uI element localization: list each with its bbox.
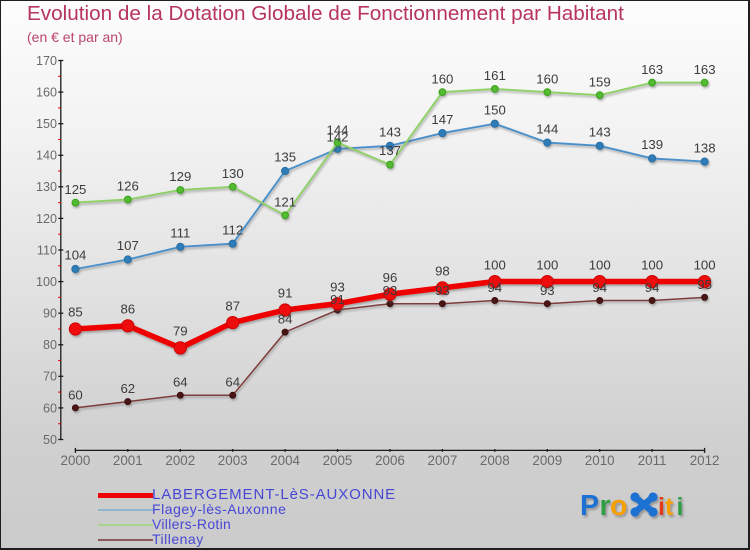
svg-text:139: 139 [641, 137, 663, 152]
svg-text:93: 93 [435, 283, 450, 298]
svg-text:85: 85 [68, 305, 83, 320]
svg-text:160: 160 [431, 71, 453, 86]
svg-text:2007: 2007 [428, 453, 458, 468]
svg-text:110: 110 [37, 243, 57, 257]
svg-text:137: 137 [379, 143, 401, 158]
svg-text:163: 163 [641, 62, 663, 77]
svg-text:100: 100 [36, 275, 57, 289]
svg-text:94: 94 [592, 280, 607, 295]
svg-text:2010: 2010 [585, 453, 615, 468]
svg-text:100: 100 [694, 257, 716, 272]
svg-text:96: 96 [383, 270, 398, 285]
svg-text:2004: 2004 [270, 453, 300, 468]
svg-text:80: 80 [43, 338, 57, 352]
svg-text:143: 143 [589, 125, 611, 140]
svg-text:t: t [665, 493, 674, 521]
svg-text:120: 120 [36, 212, 57, 226]
svg-text:79: 79 [173, 324, 188, 339]
svg-text:98: 98 [435, 264, 450, 279]
svg-text:161: 161 [484, 68, 506, 83]
svg-text:2001: 2001 [113, 453, 143, 468]
svg-text:135: 135 [274, 150, 296, 165]
svg-text:144: 144 [326, 122, 348, 137]
svg-text:163: 163 [694, 62, 716, 77]
svg-text:70: 70 [43, 370, 57, 384]
svg-text:140: 140 [36, 149, 57, 163]
svg-text:2000: 2000 [61, 453, 91, 468]
svg-text:147: 147 [431, 112, 453, 127]
svg-text:o: o [610, 490, 627, 522]
svg-text:104: 104 [64, 248, 86, 263]
svg-text:r: r [600, 490, 611, 522]
svg-text:i: i [658, 493, 665, 521]
svg-text:93: 93 [330, 279, 345, 294]
svg-text:86: 86 [120, 302, 135, 317]
svg-text:144: 144 [536, 121, 558, 136]
svg-text:60: 60 [68, 387, 83, 402]
svg-text:130: 130 [36, 180, 57, 194]
svg-text:125: 125 [64, 182, 86, 197]
svg-text:100: 100 [641, 257, 663, 272]
svg-text:160: 160 [536, 71, 558, 86]
svg-text:100: 100 [536, 257, 558, 272]
svg-text:2003: 2003 [218, 453, 248, 468]
svg-text:160: 160 [36, 86, 57, 100]
svg-text:93: 93 [383, 283, 398, 298]
svg-text:2011: 2011 [638, 453, 667, 468]
svg-text:121: 121 [274, 195, 296, 210]
svg-text:142: 142 [326, 130, 348, 145]
svg-text:143: 143 [379, 125, 401, 140]
svg-text:P: P [580, 490, 599, 522]
svg-text:111: 111 [170, 226, 190, 241]
svg-text:64: 64 [225, 375, 240, 390]
svg-text:129: 129 [169, 169, 191, 184]
svg-text:50: 50 [43, 433, 57, 447]
svg-text:107: 107 [117, 238, 139, 253]
svg-text:2008: 2008 [480, 453, 510, 468]
svg-text:95: 95 [697, 277, 712, 292]
svg-text:94: 94 [645, 280, 660, 295]
svg-text:2009: 2009 [532, 453, 562, 468]
svg-text:2005: 2005 [323, 453, 353, 468]
svg-text:94: 94 [487, 280, 502, 295]
svg-text:60: 60 [43, 401, 57, 415]
svg-text:2002: 2002 [165, 453, 195, 468]
svg-text:62: 62 [120, 381, 135, 396]
svg-text:i: i [677, 493, 684, 521]
svg-text:2012: 2012 [690, 453, 720, 468]
svg-text:64: 64 [173, 375, 188, 390]
svg-text:90: 90 [43, 307, 57, 321]
svg-text:130: 130 [222, 166, 244, 181]
svg-text:126: 126 [117, 179, 139, 194]
svg-text:2006: 2006 [375, 453, 405, 468]
svg-text:93: 93 [540, 283, 555, 298]
svg-text:138: 138 [694, 140, 716, 155]
svg-text:150: 150 [484, 102, 506, 117]
svg-text:100: 100 [484, 257, 506, 272]
svg-text:159: 159 [589, 74, 611, 89]
svg-text:91: 91 [330, 292, 345, 307]
svg-text:87: 87 [225, 298, 240, 313]
svg-text:84: 84 [278, 312, 293, 327]
svg-text:150: 150 [36, 117, 57, 131]
svg-text:100: 100 [589, 257, 611, 272]
svg-text:112: 112 [222, 222, 243, 237]
svg-text:170: 170 [36, 54, 57, 68]
svg-text:91: 91 [278, 286, 293, 301]
